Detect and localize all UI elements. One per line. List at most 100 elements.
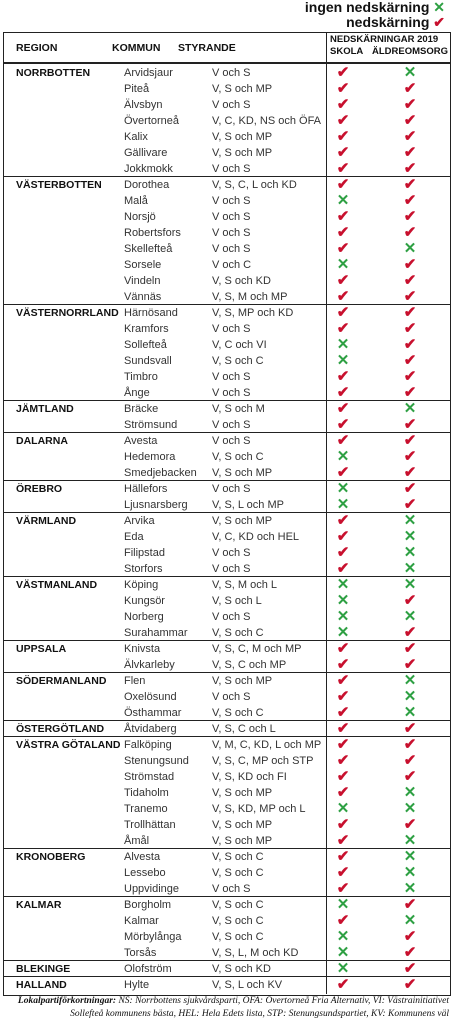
region-name: KALMAR: [16, 899, 62, 911]
styrande: V, S och C: [212, 899, 264, 911]
skola-mark: ✕: [336, 896, 350, 913]
styrande: V och S: [212, 67, 251, 79]
styrande: V och S: [212, 211, 251, 223]
aldreomsorg-mark: ✔: [403, 192, 417, 209]
styrande: V, S, C, MP och STP: [212, 755, 314, 767]
kommun: Olofström: [124, 963, 172, 975]
skola-mark: ✔: [336, 528, 350, 545]
skola-mark: ✕: [336, 592, 350, 609]
legend-symbol: ✕: [433, 0, 445, 15]
kommun: Arvika: [124, 515, 155, 527]
skola-mark: ✔: [336, 864, 350, 881]
skola-mark: ✕: [336, 256, 350, 273]
kommun: Stenungsund: [124, 755, 189, 767]
skola-mark: ✔: [336, 976, 350, 993]
aldreomsorg-mark: ✔: [403, 288, 417, 305]
styrande: V, S, KD och FI: [212, 771, 287, 783]
styrande: V, S, C och MP: [212, 659, 287, 671]
kommun: Timbro: [124, 371, 158, 383]
skola-mark: ✔: [336, 768, 350, 785]
skola-mark: ✔: [336, 512, 350, 529]
aldreomsorg-mark: ✕: [403, 880, 417, 897]
kommun: Sorsele: [124, 259, 162, 271]
region-rule: [3, 672, 451, 673]
region-rule: [3, 960, 451, 961]
aldreomsorg-mark: ✔: [403, 448, 417, 465]
skola-mark: ✕: [336, 192, 350, 209]
kommun: Skellefteå: [124, 243, 173, 255]
region-name: VÄSTMANLAND: [16, 579, 98, 591]
aldreomsorg-mark: ✕: [403, 528, 417, 545]
styrande: V, S och C: [212, 931, 264, 943]
aldreomsorg-mark: ✔: [403, 96, 417, 113]
region-rule: [3, 304, 451, 305]
skola-mark: ✔: [336, 704, 350, 721]
kommun: Storfors: [124, 563, 163, 575]
aldreomsorg-mark: ✔: [403, 816, 417, 833]
region-name: ÖSTERGÖTLAND: [16, 723, 105, 735]
kommun: Strömstad: [124, 771, 175, 783]
skola-mark: ✔: [336, 432, 350, 449]
styrande: V, S och KD: [212, 963, 271, 975]
region-name: NORRBOTTEN: [16, 67, 91, 79]
skola-mark: ✔: [336, 224, 350, 241]
kommun: Sundsvall: [124, 355, 172, 367]
kommun: Uppvidinge: [124, 883, 180, 895]
styrande: V, S, KD, MP och L: [212, 803, 306, 815]
aldreomsorg-mark: ✔: [403, 464, 417, 481]
styrande: V och S: [212, 483, 251, 495]
skola-mark: ✕: [336, 576, 350, 593]
kommun: Avesta: [124, 435, 158, 447]
header-group: NEDSKÄRNINGAR 2019: [330, 34, 439, 45]
legend-symbol: ✔: [433, 14, 445, 30]
region-rule: [3, 976, 451, 977]
region-rule: [3, 512, 451, 513]
kommun: Hällefors: [124, 483, 168, 495]
skola-mark: ✕: [336, 336, 350, 353]
styrande: V, S och C: [212, 355, 264, 367]
styrande: V, S och C: [212, 915, 264, 927]
kommun: Smedjebacken: [124, 467, 197, 479]
aldreomsorg-mark: ✔: [403, 928, 417, 945]
skola-mark: ✔: [336, 240, 350, 257]
kommun: Lessebo: [124, 867, 166, 879]
kommun: Ånge: [124, 387, 150, 399]
region-rule: [3, 640, 451, 641]
aldreomsorg-mark: ✔: [403, 592, 417, 609]
region-rule: [3, 176, 451, 177]
kommun: Kalix: [124, 131, 148, 143]
skola-mark: ✔: [336, 880, 350, 897]
styrande: V och S: [212, 227, 251, 239]
styrande: V, S och MP: [212, 787, 273, 799]
aldreomsorg-mark: ✔: [403, 272, 417, 289]
region-name: JÄMTLAND: [16, 403, 74, 415]
table-frame: [3, 32, 451, 996]
styrande: V, C, KD, NS och ÖFA: [212, 115, 322, 127]
header-skola: SKOLA: [330, 46, 364, 57]
kommun: Dorothea: [124, 179, 170, 191]
kommun: Flen: [124, 675, 146, 687]
aldreomsorg-mark: ✕: [403, 832, 417, 849]
skola-mark: ✔: [336, 720, 350, 737]
region-name: VÄSTRA GÖTALAND: [16, 739, 121, 751]
aldreomsorg-mark: ✔: [403, 144, 417, 161]
skola-mark: ✔: [336, 128, 350, 145]
styrande: V, S och C: [212, 867, 264, 879]
kommun: Älvsbyn: [124, 99, 163, 111]
aldreomsorg-mark: ✔: [403, 736, 417, 753]
skola-mark: ✕: [336, 944, 350, 961]
skola-mark: ✔: [336, 144, 350, 161]
aldreomsorg-mark: ✔: [403, 768, 417, 785]
aldreomsorg-mark: ✔: [403, 752, 417, 769]
styrande: V och S: [212, 563, 251, 575]
kommun: Tranemo: [124, 803, 168, 815]
aldreomsorg-mark: ✔: [403, 352, 417, 369]
styrande: V, S och MP: [212, 515, 273, 527]
styrande: V, S, M och L: [212, 579, 278, 591]
styrande: V och S: [212, 323, 251, 335]
aldreomsorg-mark: ✕: [403, 784, 417, 801]
skola-mark: ✔: [336, 96, 350, 113]
region-rule: [3, 848, 451, 849]
kommun: Ljusnarsberg: [124, 499, 188, 511]
